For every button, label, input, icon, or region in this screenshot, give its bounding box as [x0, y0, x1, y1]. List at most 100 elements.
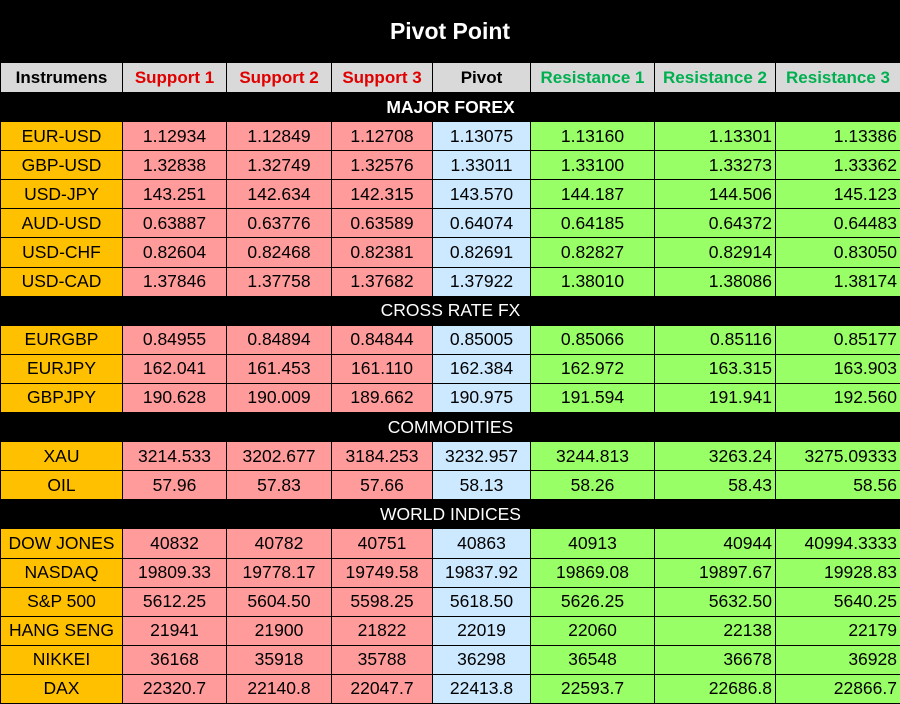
cell-support-3: 35788: [332, 645, 433, 674]
cell-pivot: 1.37922: [433, 267, 531, 296]
cell-support-1: 1.32838: [123, 151, 227, 180]
cell-resistance-2: 5632.50: [655, 587, 776, 616]
cell-resistance-3: 3275.09333: [776, 442, 900, 471]
cell-resistance-1: 1.38010: [531, 267, 655, 296]
cell-pivot: 22413.8: [433, 674, 531, 703]
cell-instrument: EURGBP: [1, 325, 123, 354]
cell-support-1: 57.96: [123, 471, 227, 500]
cell-resistance-2: 22138: [655, 616, 776, 645]
cell-resistance-2: 3263.24: [655, 442, 776, 471]
page-title: Pivot Point: [0, 0, 900, 62]
cell-support-1: 0.82604: [123, 238, 227, 267]
cell-pivot: 1.13075: [433, 122, 531, 151]
cell-resistance-1: 144.187: [531, 180, 655, 209]
column-header-support-1: Support 1: [123, 63, 227, 93]
cell-resistance-1: 1.33100: [531, 151, 655, 180]
cell-resistance-1: 0.82827: [531, 238, 655, 267]
cell-instrument: HANG SENG: [1, 616, 123, 645]
cell-support-1: 1.12934: [123, 122, 227, 151]
cell-resistance-3: 1.38174: [776, 267, 900, 296]
cell-instrument: GBPJPY: [1, 383, 123, 412]
cell-resistance-2: 191.941: [655, 383, 776, 412]
cell-instrument: DAX: [1, 674, 123, 703]
cell-support-1: 21941: [123, 616, 227, 645]
section-title: COMMODITIES: [1, 413, 900, 442]
cell-support-2: 0.82468: [227, 238, 332, 267]
cell-pivot: 19837.92: [433, 558, 531, 587]
cell-support-2: 1.12849: [227, 122, 332, 151]
cell-pivot: 0.82691: [433, 238, 531, 267]
cell-resistance-1: 0.64185: [531, 209, 655, 238]
cell-support-1: 19809.33: [123, 558, 227, 587]
cell-resistance-1: 22593.7: [531, 674, 655, 703]
cell-support-2: 161.453: [227, 354, 332, 383]
cell-resistance-1: 0.85066: [531, 325, 655, 354]
cell-support-3: 57.66: [332, 471, 433, 500]
cell-support-3: 19749.58: [332, 558, 433, 587]
section-title: WORLD INDICES: [1, 500, 900, 529]
cell-support-2: 35918: [227, 645, 332, 674]
column-header-resistance-2: Resistance 2: [655, 63, 776, 93]
cell-support-3: 21822: [332, 616, 433, 645]
cell-support-3: 161.110: [332, 354, 433, 383]
cell-resistance-1: 5626.25: [531, 587, 655, 616]
section-header-row: WORLD INDICES: [1, 500, 900, 529]
cell-support-1: 40832: [123, 529, 227, 558]
cell-support-3: 0.84844: [332, 325, 433, 354]
cell-resistance-3: 145.123: [776, 180, 900, 209]
cell-support-2: 1.32749: [227, 151, 332, 180]
cell-support-3: 22047.7: [332, 674, 433, 703]
cell-pivot: 190.975: [433, 383, 531, 412]
cell-support-1: 5612.25: [123, 587, 227, 616]
cell-resistance-3: 1.13386: [776, 122, 900, 151]
cell-resistance-2: 1.13301: [655, 122, 776, 151]
cell-support-2: 0.84894: [227, 325, 332, 354]
cell-instrument: EURJPY: [1, 354, 123, 383]
cell-resistance-2: 163.315: [655, 354, 776, 383]
cell-resistance-3: 0.85177: [776, 325, 900, 354]
cell-resistance-1: 3244.813: [531, 442, 655, 471]
cell-resistance-3: 0.64483: [776, 209, 900, 238]
cell-pivot: 162.384: [433, 354, 531, 383]
cell-instrument: USD-CAD: [1, 267, 123, 296]
cell-resistance-2: 0.85116: [655, 325, 776, 354]
cell-resistance-3: 36928: [776, 645, 900, 674]
cell-support-2: 142.634: [227, 180, 332, 209]
cell-support-1: 3214.533: [123, 442, 227, 471]
cell-instrument: S&P 500: [1, 587, 123, 616]
cell-resistance-1: 162.972: [531, 354, 655, 383]
cell-support-2: 190.009: [227, 383, 332, 412]
cell-support-2: 5604.50: [227, 587, 332, 616]
cell-support-3: 40751: [332, 529, 433, 558]
cell-support-3: 0.63589: [332, 209, 433, 238]
cell-pivot: 58.13: [433, 471, 531, 500]
cell-instrument: AUD-USD: [1, 209, 123, 238]
cell-pivot: 22019: [433, 616, 531, 645]
cell-instrument: OIL: [1, 471, 123, 500]
cell-resistance-2: 40944: [655, 529, 776, 558]
cell-resistance-2: 1.38086: [655, 267, 776, 296]
cell-instrument: EUR-USD: [1, 122, 123, 151]
cell-pivot: 40863: [433, 529, 531, 558]
cell-resistance-3: 58.56: [776, 471, 900, 500]
cell-support-1: 22320.7: [123, 674, 227, 703]
cell-support-1: 0.63887: [123, 209, 227, 238]
cell-resistance-1: 19869.08: [531, 558, 655, 587]
cell-instrument: XAU: [1, 442, 123, 471]
cell-support-2: 40782: [227, 529, 332, 558]
cell-resistance-2: 144.506: [655, 180, 776, 209]
cell-pivot: 5618.50: [433, 587, 531, 616]
